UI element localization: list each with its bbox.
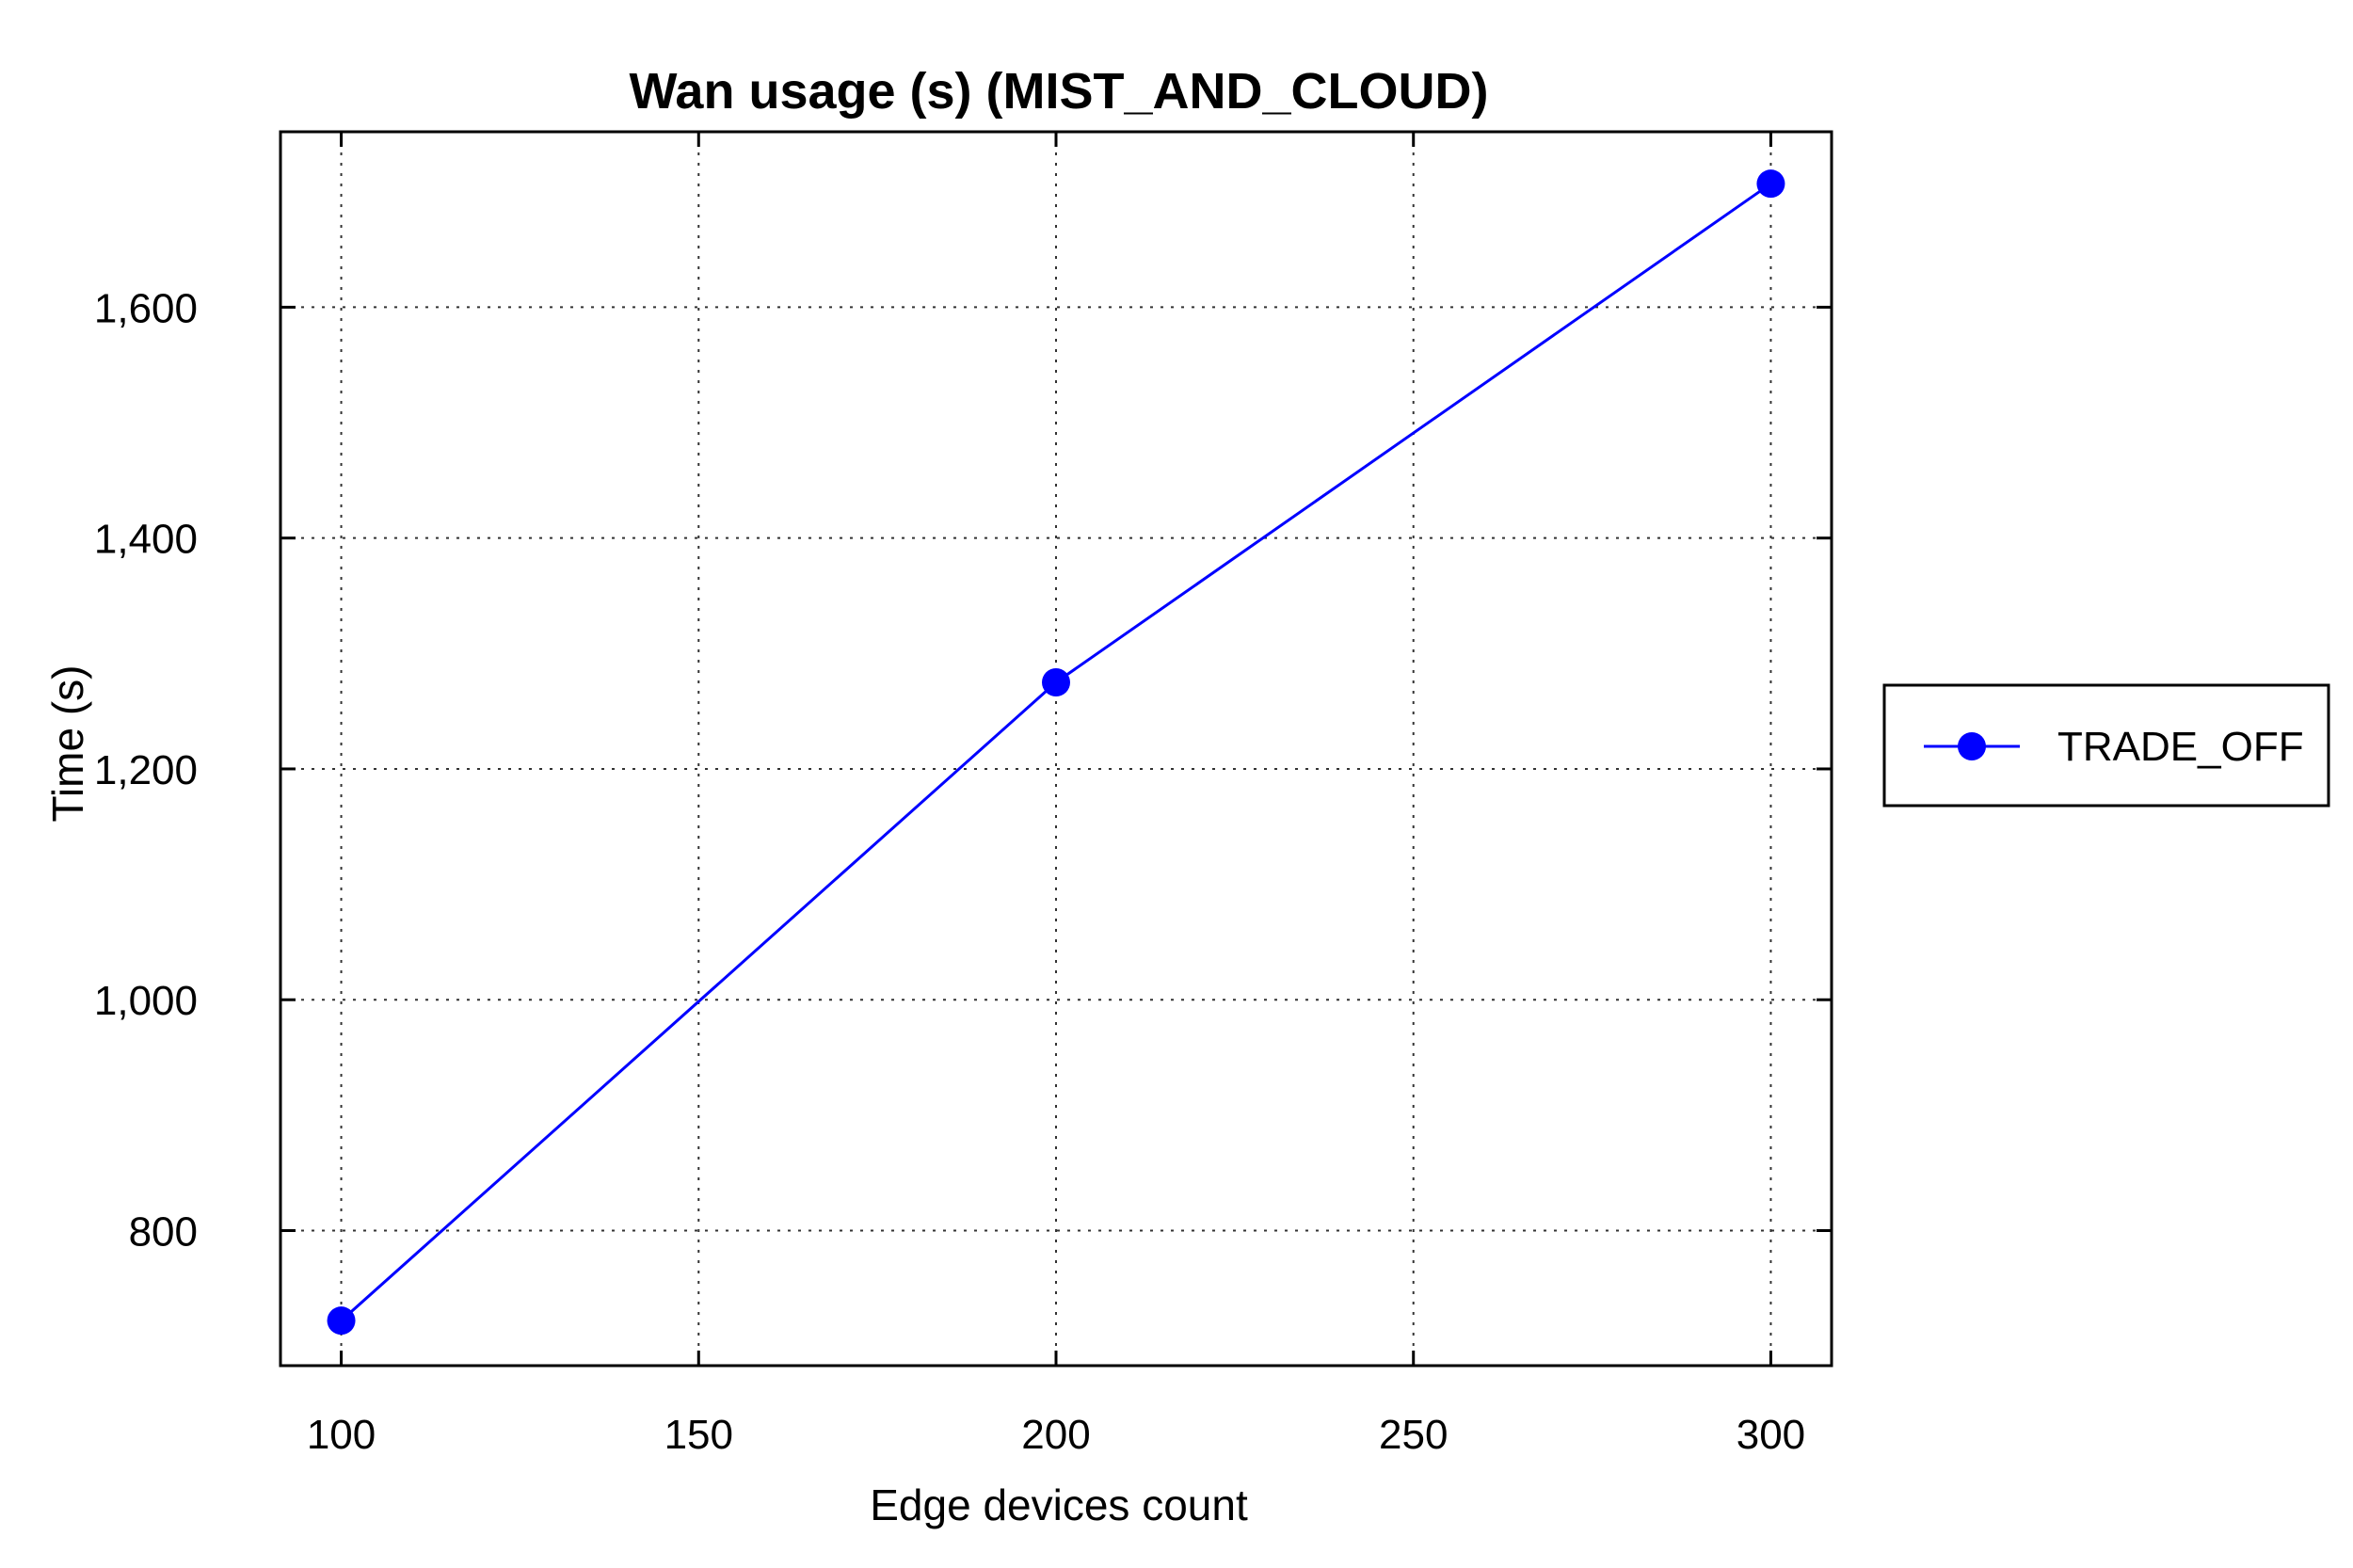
y-axis-tick-labels: 800 1,000 1,200 1,400 1,600 [94, 285, 198, 1255]
chart-title: Wan usage (s) (MIST_AND_CLOUD) [629, 63, 1488, 120]
x-tick-label: 100 [307, 1412, 376, 1458]
y-tick-label: 800 [129, 1209, 198, 1256]
legend: TRADE_OFF [1882, 683, 2330, 808]
y-tick-label: 1,400 [94, 517, 198, 563]
data-point-marker [1756, 169, 1785, 199]
data-point-marker [1042, 667, 1070, 696]
axis-ticks [280, 132, 1832, 1366]
y-tick-label: 1,000 [94, 978, 198, 1024]
x-tick-label: 300 [1737, 1412, 1805, 1458]
plot-area-frame [279, 130, 1833, 1368]
x-tick-label: 150 [664, 1412, 733, 1458]
legend-series-marker [1958, 732, 1986, 760]
y-tick-label: 1,600 [94, 285, 198, 331]
x-axis-title: Edge devices count [870, 1480, 1248, 1529]
y-tick-label: 1,200 [94, 747, 198, 793]
data-point-marker [327, 1306, 356, 1336]
data-series [327, 169, 1785, 1336]
x-axis-tick-labels: 100 150 200 250 300 [307, 1412, 1805, 1458]
legend-series-label: TRADE_OFF [2057, 724, 2304, 770]
grid-lines [280, 132, 1832, 1366]
x-tick-label: 250 [1379, 1412, 1448, 1458]
x-tick-label: 200 [1021, 1412, 1090, 1458]
y-axis-title: Time (s) [43, 665, 92, 823]
series-line [340, 182, 1772, 1322]
